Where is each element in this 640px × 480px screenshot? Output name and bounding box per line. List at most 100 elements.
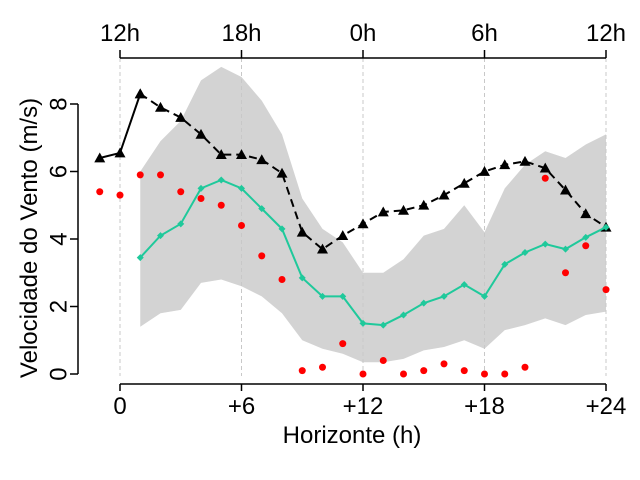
series-2-point-8 [298,274,306,282]
top-tick-label-1: 18h [221,20,261,47]
series-1-point-12 [377,206,389,217]
series-3-point-4 [177,188,185,196]
series-3-point-5 [197,195,205,202]
series-2-line [139,178,607,327]
top-tick-label-3: 6h [471,20,498,47]
series-3-point-15 [400,370,407,378]
series-2-point-14 [420,299,428,307]
series-1-point-15 [438,189,450,200]
series-2-point-19 [521,249,529,256]
series-3-point-7 [238,222,245,229]
series-1 [134,88,612,254]
series-1-point-13 [398,204,409,215]
series-3-point-11 [319,363,326,371]
series-1-point-19 [519,155,531,166]
series-1-point-16 [458,177,470,188]
series-3-point-2 [136,171,144,179]
series-1-point-14 [418,199,430,210]
series-2 [136,176,610,329]
series-1-point-18 [499,159,511,170]
top-tick-label-2: 0h [350,20,377,47]
series-1-point-17 [479,166,490,176]
top-tick-label-0: 12h [100,20,140,47]
x-tick-label-1: +6 [228,393,255,420]
series-2-point-23 [602,223,610,231]
series-1-point-5 [236,149,247,160]
forecast-range-band [140,66,606,363]
series-3-point-18 [460,367,468,375]
series-3-point-1 [116,191,124,199]
x-tick-label-3: +18 [464,393,505,420]
series-3-point-17 [440,360,448,368]
series-2-point-21 [562,245,569,253]
series-1-point-2 [175,112,187,122]
series-3-point-20 [501,370,509,378]
series-3-point-13 [359,370,367,378]
series-2-point-11 [359,319,367,327]
y-tick-label-4: 8 [45,97,72,110]
vertical-gridlines [119,58,607,376]
series-3-point-25 [602,286,610,294]
series-3-point-9 [278,276,286,283]
series-2-point-7 [278,225,286,233]
series-0-point-1 [114,147,126,158]
series-3-point-21 [521,363,529,371]
y-tick-label-2: 4 [45,232,72,245]
series-0-point-0 [94,152,106,163]
series-2-point-16 [460,281,468,289]
series-layer [94,88,612,378]
series-2-point-3 [197,184,205,192]
series-2-point-20 [541,240,549,248]
series-3-point-3 [157,171,164,179]
series-2-point-0 [136,254,144,262]
series-1-point-20 [539,162,551,173]
series-2-point-6 [258,205,266,213]
series-2-point-13 [400,311,407,319]
series-1-point-1 [155,101,166,112]
series-3-point-6 [217,201,225,209]
x-tick-label-0: 0 [113,393,126,420]
series-1-point-7 [276,167,288,178]
series-3-point-0 [96,188,104,196]
series-3-point-19 [481,370,488,378]
series-2-point-12 [379,321,387,329]
series-2-point-17 [481,292,488,300]
series-1-point-6 [256,154,268,165]
y-tick-label-0: 0 [45,367,72,380]
x-tick-label-2: +12 [343,393,384,420]
series-2-point-1 [157,232,164,240]
series-0 [94,88,146,163]
series-3-point-24 [582,242,590,250]
series-1-point-11 [357,218,369,229]
series-3-point-8 [258,252,266,260]
series-2-point-22 [582,233,590,241]
series-3-point-16 [420,367,428,375]
series-3-point-12 [339,340,347,348]
series-3-point-10 [298,367,306,375]
y-tick-label-3: 6 [45,165,72,178]
series-2-point-4 [217,176,225,184]
series-1-point-10 [337,230,349,241]
series-2-point-5 [238,184,245,192]
series-1-point-9 [317,243,328,254]
series-1-point-0 [134,88,146,99]
series-2-point-15 [440,292,448,300]
series-3-point-23 [562,269,569,277]
y-axis-title: Velocidade do Vento (m/s) [16,98,43,378]
series-3-point-22 [541,174,549,182]
series-3 [96,171,610,378]
series-1-point-3 [195,128,207,139]
series-1-point-4 [215,149,227,160]
series-1-point-22 [580,208,592,219]
series-2-point-18 [501,260,509,268]
y-tick-label-1: 2 [45,300,72,313]
series-1-point-21 [560,184,571,195]
band-area [140,66,606,363]
series-2-point-9 [319,292,326,300]
series-2-point-2 [177,220,185,228]
series-3-point-14 [379,357,387,364]
axes: 0 2 4 6 8 0 +6 +12 +18 +24 12h 18h 0h 6h 12h [45,20,626,420]
series-1-point-8 [296,226,308,237]
top-tick-label-4: 12h [586,20,626,47]
